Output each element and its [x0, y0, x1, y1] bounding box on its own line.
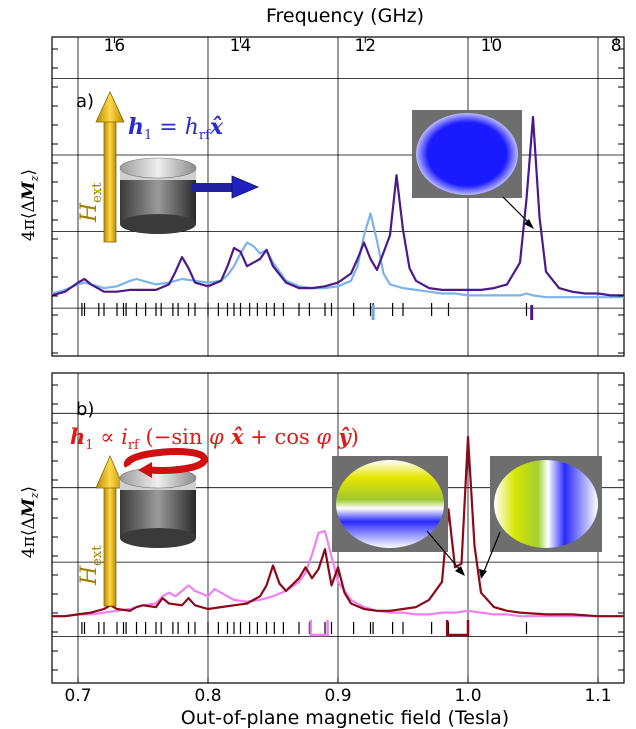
- panel-a-rf-arrow: [192, 175, 260, 199]
- x-tick-label: 0.7: [64, 686, 91, 706]
- top-tick-label: 10: [481, 36, 503, 56]
- panel-b-mode-inset-2: [490, 456, 602, 552]
- top-tick-label: 14: [230, 36, 252, 56]
- panel-b-inset-arrow-1: [426, 530, 465, 576]
- panel-a-inset-arrow: [502, 196, 534, 229]
- series-line-a-2: [51, 115, 624, 297]
- resonance-bracket-1: [309, 620, 329, 637]
- top-tick-label: 12: [354, 36, 376, 56]
- panel-a-cylinder: [119, 157, 197, 234]
- panel-b-rf-loop: [124, 448, 208, 478]
- panel-b-series: [52, 435, 624, 618]
- panel-b-inset-arrow-2: [479, 531, 501, 579]
- panel-a-mode-lines: [81, 303, 528, 316]
- y-axis-ticks: [52, 48, 624, 671]
- panel-b-ylabel: 4π⟨ΔMz⟩: [19, 486, 41, 558]
- panel-b-label: b): [76, 399, 94, 420]
- panel-a-ylabel: 4π⟨ΔMz⟩: [19, 169, 41, 241]
- x-tick-label: 0.9: [324, 686, 351, 706]
- x-axis-title: Out-of-plane magnetic field (Tesla): [181, 707, 509, 729]
- panel-b-mode-lines: [81, 622, 528, 634]
- panel-b-cylinder: [119, 467, 197, 548]
- series-line-b-2: [52, 435, 624, 618]
- top-tick-label: 16: [104, 36, 126, 56]
- top-axis-ticks: 16 14 12 10 8: [104, 36, 622, 56]
- panel-a-markers: [371, 305, 534, 320]
- panel-b-mode-inset-1: [332, 456, 448, 552]
- series-line-b-1: [52, 530, 624, 618]
- panel-a-series: [51, 115, 624, 299]
- top-axis-title: Frequency (GHz): [266, 5, 424, 27]
- x-axis-ticks: 0.7 0.8 0.9 1.0 1.1: [64, 677, 612, 706]
- panel-b-field-label: h1 ∝ irf (−sin φ x̂ + cos φ ŷ): [70, 424, 359, 453]
- panel-b-hext-arrow: [95, 455, 125, 607]
- x-tick-label: 1.0: [454, 686, 481, 706]
- x-tick-label: 1.1: [584, 686, 611, 706]
- panel-a-field-label: h1 = hrfx̂: [128, 114, 224, 143]
- top-tick-label: 8: [611, 36, 622, 56]
- panel-a-hext-label: Hext: [77, 182, 105, 223]
- panel-a-hext-arrow: [95, 91, 125, 243]
- resonance-bracket-2: [445, 620, 470, 637]
- series-line-a-1: [51, 212, 624, 299]
- panel-a-mode-inset: [412, 110, 522, 198]
- panel-b-brackets: [309, 620, 470, 637]
- x-tick-label: 0.8: [194, 686, 221, 706]
- panel-a-label: a): [76, 91, 94, 112]
- panel-b-hext-label: Hext: [77, 545, 105, 586]
